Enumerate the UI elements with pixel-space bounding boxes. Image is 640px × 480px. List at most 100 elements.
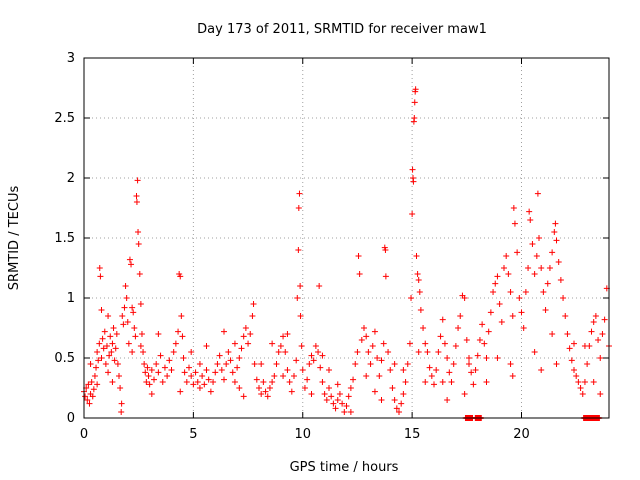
data-point <box>266 385 273 391</box>
data-point <box>562 313 569 319</box>
data-point <box>334 397 341 403</box>
data-point <box>553 361 560 367</box>
data-point <box>369 343 376 349</box>
data-point <box>94 381 101 388</box>
data-point <box>107 333 114 340</box>
data-point <box>186 364 192 371</box>
data-point <box>510 205 517 211</box>
y-tick-label: 2.5 <box>54 111 75 126</box>
data-point <box>365 349 372 355</box>
data-point <box>113 331 120 337</box>
data-point <box>216 352 223 359</box>
data-point <box>378 357 385 364</box>
data-point <box>415 349 422 355</box>
data-point <box>376 373 383 379</box>
data-point <box>526 208 533 215</box>
y-tick-label: 0 <box>67 411 75 426</box>
data-point <box>544 280 551 287</box>
data-point <box>168 367 175 373</box>
data-point <box>374 355 381 361</box>
data-point <box>566 345 573 352</box>
data-point <box>410 178 417 185</box>
data-point <box>393 405 400 412</box>
data-point <box>269 340 276 347</box>
data-point <box>180 355 187 361</box>
x-tick-label: 5 <box>189 427 197 442</box>
data-point <box>86 400 93 407</box>
data-point <box>135 229 142 235</box>
data-point <box>231 340 238 347</box>
data-point <box>551 229 558 235</box>
data-point <box>148 367 155 373</box>
data-point <box>588 328 595 335</box>
data-point <box>221 328 227 335</box>
data-point <box>141 361 148 367</box>
data-point <box>466 355 472 361</box>
data-point <box>317 364 324 371</box>
data-point <box>95 357 102 364</box>
data-point <box>102 361 109 367</box>
data-point <box>452 343 459 349</box>
data-point <box>151 376 157 383</box>
data-point <box>118 400 125 407</box>
data-point <box>363 373 370 379</box>
axis-ticks: 0 0.5 1 1.5 2 2.5 3 0 5 10 15 20 <box>54 51 609 442</box>
data-point <box>82 393 89 400</box>
data-point <box>555 259 562 265</box>
data-point <box>404 361 411 367</box>
data-point <box>343 403 350 409</box>
data-point <box>328 393 335 400</box>
data-point <box>137 301 144 307</box>
data-point <box>396 409 402 415</box>
data-point <box>354 349 361 355</box>
data-point <box>178 313 185 319</box>
data-point <box>116 373 122 379</box>
data-point <box>494 355 501 361</box>
data-point <box>94 349 101 355</box>
data-point <box>474 352 481 359</box>
data-point <box>117 385 124 391</box>
data-point <box>382 273 389 280</box>
data-point <box>507 289 514 295</box>
data-point <box>161 364 168 371</box>
data-point <box>355 253 362 259</box>
data-point <box>408 295 415 301</box>
data-point <box>577 385 584 391</box>
data-point <box>371 328 378 335</box>
data-point <box>568 357 575 364</box>
data-point <box>481 340 488 347</box>
data-point <box>262 388 269 395</box>
data-point <box>538 367 545 373</box>
y-tick-label: 0.5 <box>54 351 75 366</box>
data-point <box>207 388 214 395</box>
data-point <box>106 352 113 359</box>
data-point <box>382 247 389 253</box>
data-point <box>111 357 118 364</box>
data-point <box>400 391 407 397</box>
data-point <box>336 391 343 397</box>
data-point <box>509 373 516 379</box>
data-point <box>334 381 341 388</box>
data-point <box>323 397 330 403</box>
grid-lines <box>84 58 609 418</box>
plot-frame <box>83 57 610 419</box>
y-axis-label: SRMTID / TECUs <box>7 186 22 291</box>
data-point <box>89 393 96 400</box>
data-point <box>461 295 468 301</box>
data-point <box>514 249 521 256</box>
data-point <box>145 373 152 379</box>
data-point <box>431 381 437 388</box>
data-point <box>479 321 486 328</box>
data-point <box>312 343 319 349</box>
data-point <box>463 337 470 343</box>
data-point <box>87 361 94 367</box>
data-point <box>319 379 326 385</box>
data-point <box>166 357 173 364</box>
data-point <box>590 319 597 325</box>
data-point <box>319 352 326 359</box>
data-point <box>291 373 297 379</box>
data-point <box>218 367 225 373</box>
data-point <box>144 364 151 371</box>
data-point <box>240 393 247 400</box>
data-point <box>573 373 580 379</box>
